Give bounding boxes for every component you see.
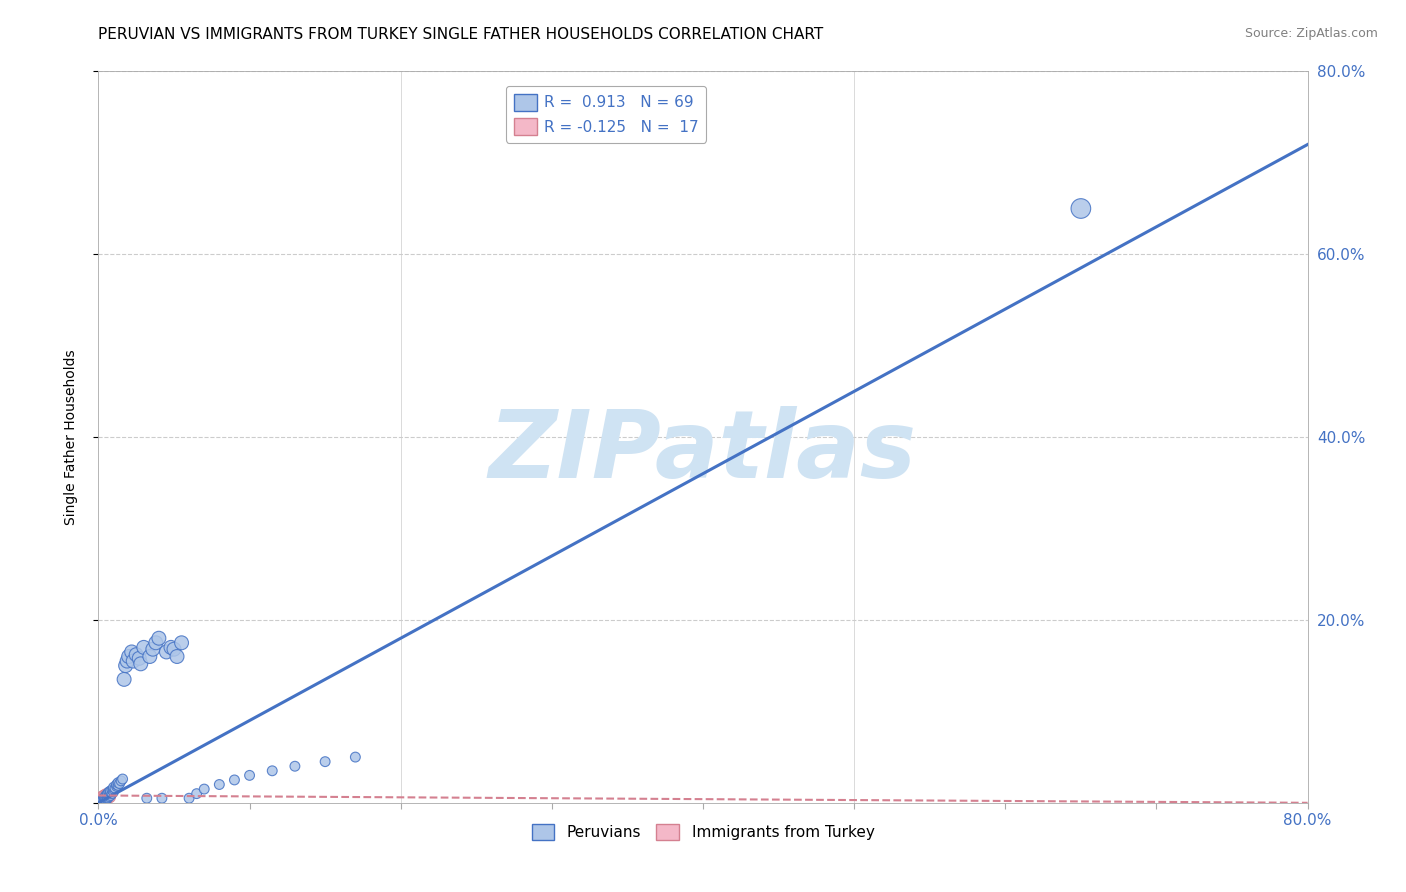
Point	[94, 789, 117, 804]
Point	[100, 786, 122, 800]
Point	[98, 786, 121, 800]
Point	[284, 759, 307, 773]
Point	[179, 791, 201, 805]
Point	[98, 785, 121, 799]
Point	[163, 642, 186, 657]
Point	[103, 780, 125, 795]
Point	[98, 789, 121, 804]
Point	[93, 790, 115, 805]
Point	[100, 790, 122, 805]
Point	[91, 792, 114, 806]
Point	[103, 785, 125, 799]
Point	[94, 787, 117, 801]
Point	[94, 789, 117, 803]
Point	[166, 649, 188, 664]
Point	[314, 755, 336, 769]
Point	[129, 657, 152, 671]
Point	[139, 649, 162, 664]
Point	[107, 779, 129, 793]
Point	[111, 772, 134, 786]
Point	[91, 791, 114, 805]
Point	[93, 788, 115, 802]
Point	[94, 789, 117, 804]
Point	[96, 788, 118, 802]
Point	[101, 787, 124, 801]
Point	[135, 791, 157, 805]
Point	[93, 792, 115, 806]
Point	[186, 787, 208, 801]
Point	[114, 658, 136, 673]
Point	[239, 768, 262, 782]
Point	[193, 782, 215, 797]
Point	[90, 792, 112, 806]
Point	[94, 793, 117, 807]
Point	[94, 791, 117, 805]
Point	[108, 776, 131, 790]
Point	[90, 794, 112, 808]
Text: PERUVIAN VS IMMIGRANTS FROM TURKEY SINGLE FATHER HOUSEHOLDS CORRELATION CHART: PERUVIAN VS IMMIGRANTS FROM TURKEY SINGL…	[98, 27, 824, 42]
Point	[142, 642, 165, 657]
Text: Source: ZipAtlas.com: Source: ZipAtlas.com	[1244, 27, 1378, 40]
Point	[262, 764, 284, 778]
Point	[91, 793, 114, 807]
Point	[100, 784, 122, 798]
Point	[224, 772, 246, 787]
Point	[96, 791, 118, 805]
Point	[122, 654, 145, 668]
Point	[344, 750, 367, 764]
Point	[93, 791, 115, 805]
Point	[100, 789, 122, 803]
Point	[208, 778, 231, 792]
Point	[112, 673, 135, 687]
Point	[93, 792, 115, 806]
Point	[145, 636, 167, 650]
Point	[93, 790, 115, 805]
Point	[98, 791, 121, 805]
Point	[160, 640, 183, 655]
Point	[125, 648, 148, 662]
Point	[89, 791, 111, 805]
Point	[104, 781, 127, 796]
Legend: Peruvians, Immigrants from Turkey: Peruvians, Immigrants from Turkey	[526, 817, 880, 847]
Point	[128, 651, 150, 665]
Point	[96, 789, 118, 804]
Point	[96, 790, 118, 805]
Point	[96, 787, 118, 801]
Point	[1070, 202, 1092, 216]
Point	[98, 789, 121, 803]
Point	[105, 778, 128, 792]
Point	[150, 791, 173, 805]
Point	[115, 654, 138, 668]
Point	[101, 783, 124, 797]
Point	[148, 632, 170, 646]
Point	[96, 792, 118, 806]
Point	[121, 645, 143, 659]
Point	[90, 789, 112, 804]
Point	[107, 775, 129, 789]
Point	[110, 773, 132, 788]
Point	[132, 640, 155, 655]
Point	[96, 789, 118, 804]
Point	[98, 788, 121, 802]
Y-axis label: Single Father Households: Single Father Households	[63, 350, 77, 524]
Text: ZIPatlas: ZIPatlas	[489, 406, 917, 498]
Point	[96, 788, 118, 802]
Point	[91, 789, 114, 803]
Point	[105, 780, 128, 794]
Point	[155, 645, 177, 659]
Point	[118, 649, 141, 664]
Point	[103, 782, 125, 797]
Point	[94, 791, 117, 805]
Point	[94, 790, 117, 805]
Point	[170, 636, 193, 650]
Point	[94, 792, 117, 806]
